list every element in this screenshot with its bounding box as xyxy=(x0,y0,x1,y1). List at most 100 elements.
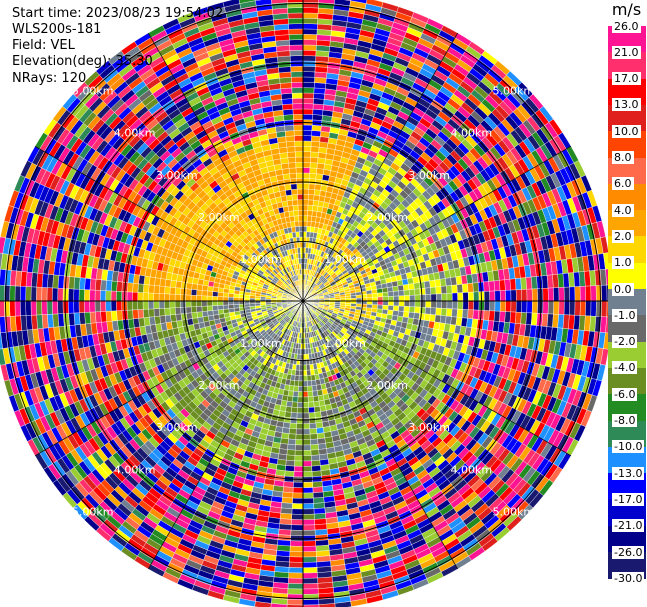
velocity-gate xyxy=(430,307,437,316)
velocity-gate xyxy=(398,300,405,307)
velocity-gate xyxy=(302,114,313,121)
velocity-gate xyxy=(302,487,314,494)
velocity-gate xyxy=(520,312,527,325)
velocity-gate xyxy=(387,305,394,311)
velocity-gate xyxy=(420,294,426,302)
velocity-gate xyxy=(302,18,318,25)
velocity-gate xyxy=(446,285,453,294)
velocity-gate xyxy=(281,502,293,509)
velocity-gate xyxy=(302,503,315,510)
velocity-gate xyxy=(289,551,304,558)
velocity-gate xyxy=(509,278,517,291)
velocity-gate xyxy=(355,294,362,299)
velocity-gate xyxy=(296,418,304,424)
velocity-gate xyxy=(315,421,324,429)
velocity-gate xyxy=(423,313,431,322)
velocity-gate xyxy=(542,287,549,302)
velocity-gate xyxy=(282,491,294,499)
velocity-gate xyxy=(547,300,554,315)
velocity-gate xyxy=(291,513,304,520)
velocity-gate xyxy=(483,310,490,321)
velocity-gate xyxy=(294,460,304,467)
velocity-gate xyxy=(307,385,313,392)
velocity-gate xyxy=(294,444,304,451)
velocity-gate xyxy=(350,0,368,4)
velocity-gate xyxy=(279,513,293,520)
velocity-gate xyxy=(292,396,299,403)
velocity-gate xyxy=(302,194,309,200)
velocity-gate xyxy=(302,370,308,376)
velocity-gate xyxy=(302,433,311,440)
velocity-gate xyxy=(435,300,442,309)
velocity-gate xyxy=(462,300,469,310)
velocity-gate xyxy=(318,0,335,5)
velocity-gate xyxy=(286,449,296,456)
velocity-gate xyxy=(377,304,384,310)
velocity-gate xyxy=(313,502,325,509)
velocity-gate xyxy=(315,173,324,181)
velocity-gate xyxy=(585,300,592,317)
velocity-gate xyxy=(312,395,320,402)
velocity-gate xyxy=(505,289,512,302)
velocity-gate xyxy=(302,561,318,568)
velocity-gate xyxy=(302,428,311,435)
velocity-gate xyxy=(298,386,304,392)
velocity-gate xyxy=(302,412,310,419)
velocity-gate xyxy=(297,391,304,398)
velocity-gate xyxy=(302,215,308,222)
velocity-gate xyxy=(402,311,410,318)
velocity-gate xyxy=(420,300,426,308)
velocity-gate xyxy=(430,293,437,302)
velocity-gate xyxy=(537,300,544,314)
velocity-gate xyxy=(290,524,304,531)
velocity-gate xyxy=(429,279,436,288)
velocity-gate xyxy=(306,369,311,376)
velocity-gate xyxy=(520,277,527,290)
velocity-gate xyxy=(306,220,312,227)
velocity-gate xyxy=(302,572,318,579)
velocity-gate xyxy=(308,178,317,185)
velocity-gate xyxy=(281,497,293,504)
velocity-gate xyxy=(472,309,479,320)
velocity-gate xyxy=(296,423,304,430)
velocity-gate xyxy=(286,400,293,408)
velocity-gate xyxy=(398,305,405,312)
velocity-gate xyxy=(461,309,469,319)
velocity-gate xyxy=(302,449,312,456)
velocity-gate xyxy=(309,428,318,435)
velocity-gate xyxy=(287,444,296,451)
velocity-gate xyxy=(302,407,310,414)
velocity-gate xyxy=(295,428,304,435)
velocity-gate xyxy=(569,286,576,302)
velocity-gate xyxy=(302,380,308,387)
velocity-gate xyxy=(279,518,292,525)
velocity-gate xyxy=(302,162,311,169)
velocity-gate xyxy=(294,455,304,462)
velocity-gate xyxy=(488,280,495,292)
velocity-gate xyxy=(309,422,317,430)
velocity-gate xyxy=(302,76,315,83)
velocity-gate xyxy=(404,300,410,307)
velocity-gate xyxy=(310,141,320,148)
velocity-gate xyxy=(493,310,501,322)
velocity-gate xyxy=(307,210,313,217)
velocity-gate xyxy=(298,370,304,376)
velocity-gate xyxy=(290,529,304,536)
velocity-gate xyxy=(302,577,318,584)
velocity-gate xyxy=(392,285,399,292)
velocity-gate xyxy=(291,503,304,510)
velocity-gate xyxy=(302,556,317,563)
velocity-gate xyxy=(310,156,319,164)
velocity-gate xyxy=(419,287,426,296)
velocity-gate xyxy=(398,290,405,297)
velocity-gate xyxy=(302,167,311,174)
velocity-gate xyxy=(423,280,431,289)
velocity-gate xyxy=(312,109,324,116)
velocity-gate xyxy=(289,417,298,424)
velocity-gate xyxy=(377,300,384,306)
velocity-gate xyxy=(515,277,522,291)
velocity-gate xyxy=(315,416,323,424)
velocity-gate xyxy=(311,470,322,477)
velocity-gate xyxy=(308,406,315,414)
